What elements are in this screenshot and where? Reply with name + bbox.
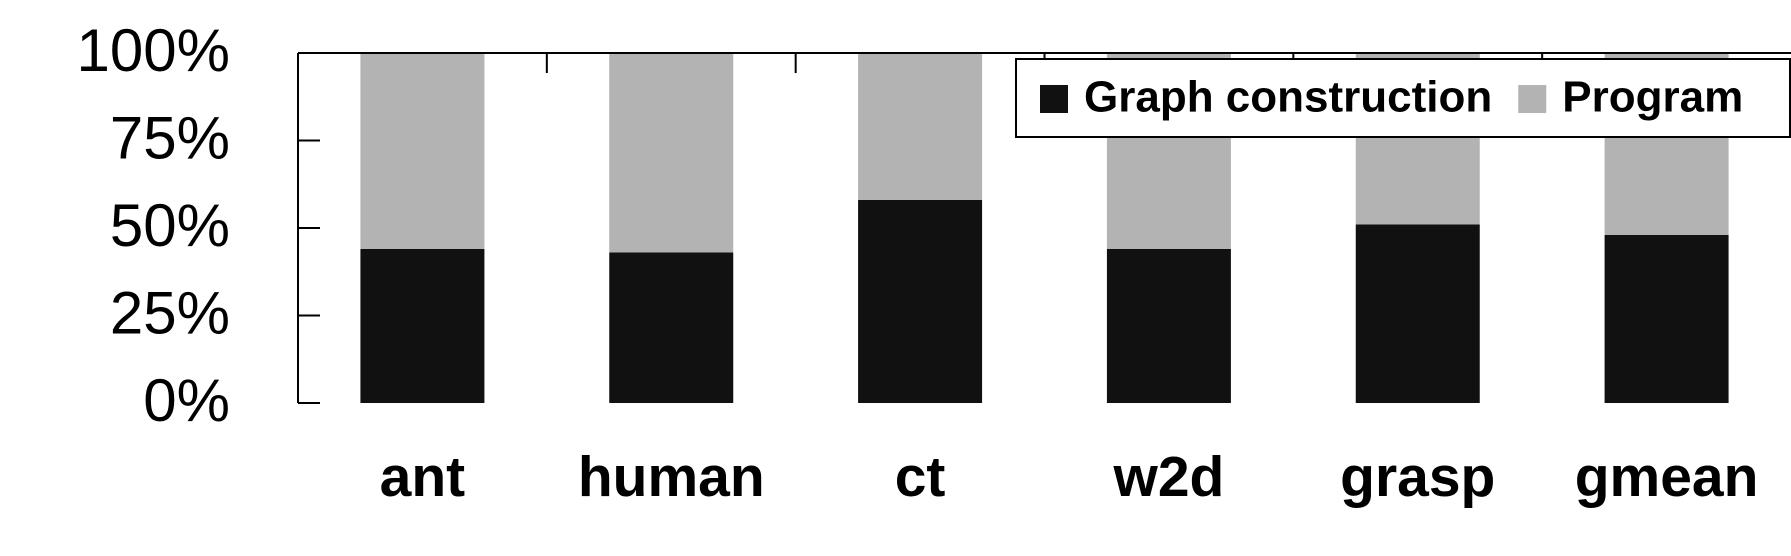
y-tick-label: 25%	[110, 279, 230, 346]
bar-segment	[360, 249, 485, 403]
y-tick-label: 0%	[143, 367, 230, 434]
y-tick-label: 100%	[77, 17, 230, 84]
legend-swatch	[1040, 85, 1068, 113]
legend: Graph construction Program	[1015, 58, 1791, 138]
bar-segment	[609, 252, 734, 403]
x-tick-label: w2d	[1112, 445, 1224, 509]
x-tick-label: human	[578, 445, 765, 509]
bar-segment	[1604, 235, 1729, 403]
x-tick-label: grasp	[1340, 445, 1495, 509]
x-tick-label: gmean	[1575, 445, 1759, 509]
legend-frame	[1015, 58, 1791, 138]
x-tick-label: ant	[380, 445, 466, 509]
legend-label: Program	[1562, 73, 1743, 122]
x-tick-label: ct	[895, 445, 946, 509]
bar-segment	[1106, 249, 1231, 403]
bar-segment	[609, 53, 734, 253]
legend-label: Graph construction	[1084, 73, 1492, 122]
y-tick-label: 75%	[110, 104, 230, 171]
y-tick-label: 50%	[110, 192, 230, 259]
bar-segment	[858, 200, 983, 403]
bar-segment	[1355, 224, 1480, 403]
bar-segment	[858, 53, 983, 200]
bar-segment	[360, 53, 485, 249]
legend-swatch	[1518, 85, 1547, 113]
